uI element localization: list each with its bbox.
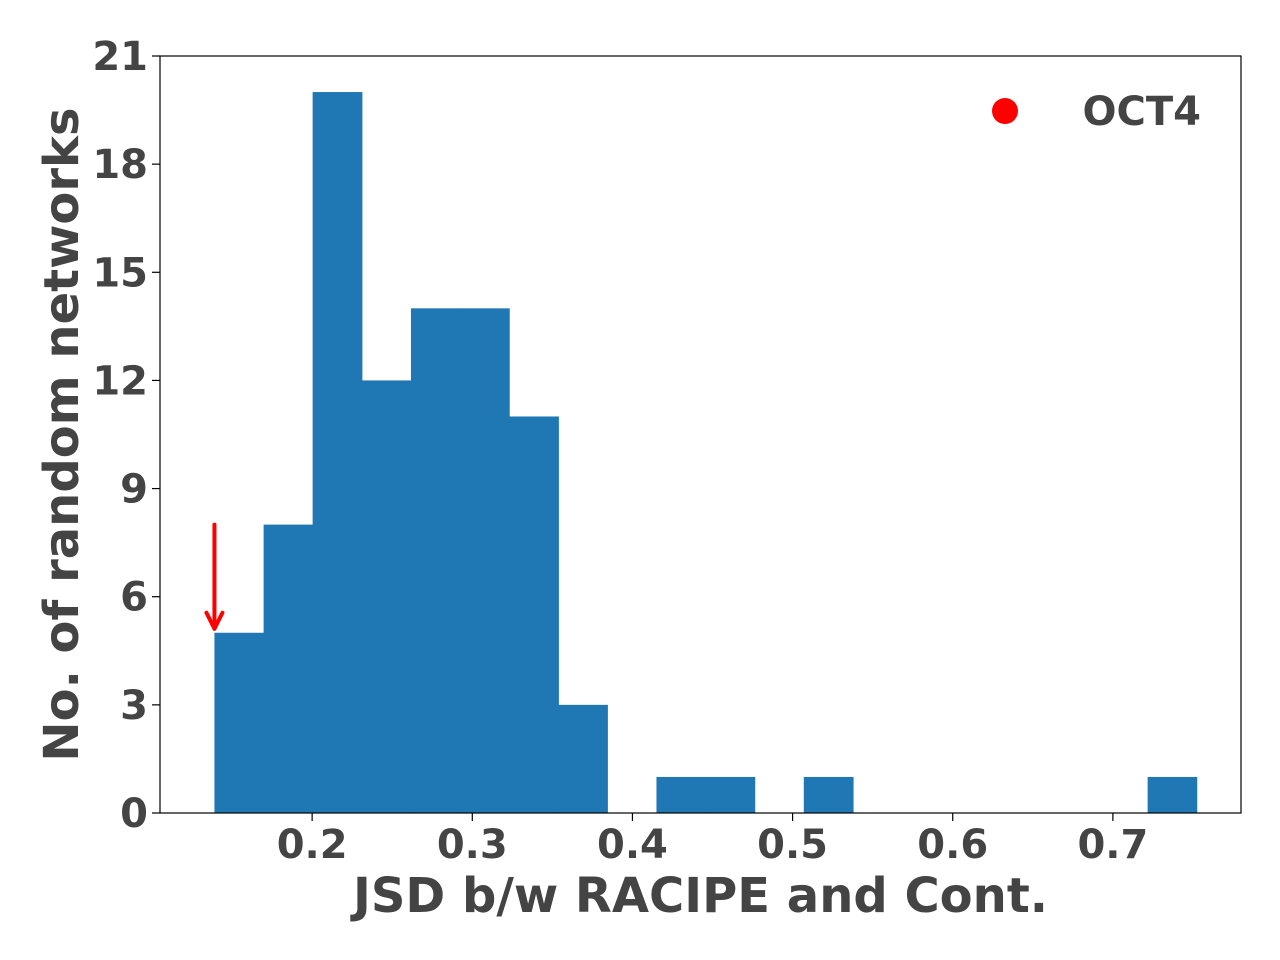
histogram-bars [214,92,1198,814]
histogram-bar [1147,776,1198,813]
histogram-bar [509,416,559,813]
histogram-bar [705,776,756,813]
legend-label: OCT4 [1083,89,1201,135]
y-tick-label: 3 [120,683,148,729]
x-tick-label: 0.3 [437,822,508,868]
arrow-head [204,610,225,631]
annotation-arrow [204,522,225,631]
x-axis-title: JSD b/w RACIPE and Cont. [350,868,1048,924]
x-tick-label: 0.5 [757,822,828,868]
x-tick-label: 0.7 [1077,822,1148,868]
histogram-bar [656,776,707,813]
legend: OCT4 [992,89,1201,135]
histogram-bar [459,308,510,813]
plot-frame [159,55,1242,814]
legend-marker [992,98,1018,124]
histogram-bar [558,704,608,813]
y-tick-label: 9 [120,467,148,513]
y-tick-label: 21 [92,34,148,80]
y-tick-label: 6 [120,575,148,621]
y-tick-label: 15 [92,250,148,296]
histogram-bar [214,632,265,813]
x-axis-ticks: 0.2 0.3 0.4 0.5 0.6 0.7 [277,813,1148,868]
histogram-bar [361,380,412,813]
histogram-bar [803,776,854,813]
histogram-bar [312,92,363,814]
histogram-bar [410,308,461,813]
x-tick-label: 0.4 [597,822,668,868]
y-tick-label: 0 [120,791,148,837]
y-tick-label: 12 [92,358,148,404]
x-tick-label: 0.6 [917,822,988,868]
x-tick-label: 0.2 [277,822,348,868]
y-axis-title: No. of random networks [34,107,90,761]
y-axis-ticks: 0 3 6 9 12 15 18 21 [92,34,160,837]
y-tick-label: 18 [92,142,148,188]
histogram-bar [263,524,314,813]
